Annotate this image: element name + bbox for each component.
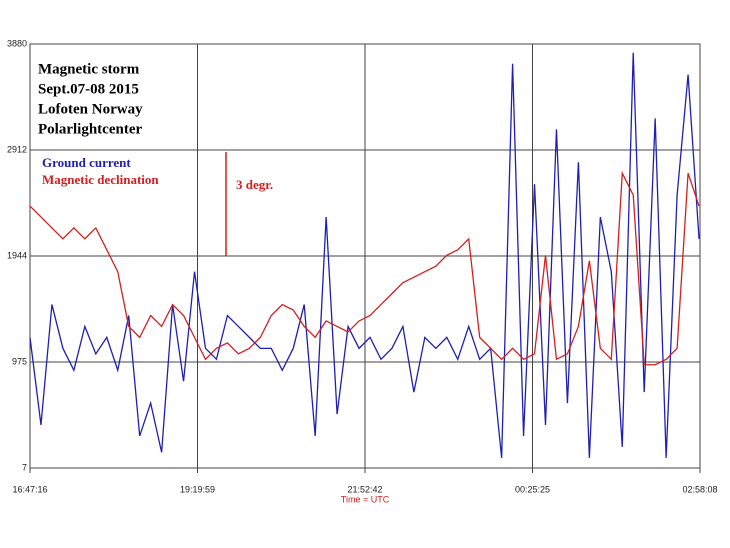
series-line [29,52,700,458]
x-tick-label: 21:52:42 [347,484,382,494]
chart-title: Sept.07-08 2015 [38,81,139,97]
legend-entry: Magnetic declination [42,172,159,187]
chart-title: Magnetic storm [38,61,140,77]
x-tick-label: 00:25:25 [515,484,550,494]
chart-title: Lofoten Norway [38,101,143,117]
x-axis-label: Time = UTC [341,494,390,504]
y-tick-label: 1944 [7,250,27,260]
y-tick-label: 3880 [7,38,27,48]
y-tick-label: 7 [22,462,27,472]
x-tick-label: 16:47:16 [12,484,47,494]
x-tick-label: 02:58:08 [682,484,717,494]
chart-title: Polarlightcenter [38,121,142,137]
x-tick-label: 19:19:59 [180,484,215,494]
series-line [29,170,700,366]
annotation: 3 degr. [236,177,273,192]
y-tick-label: 975 [12,356,27,366]
legend-entry: Ground current [42,155,131,170]
y-tick-label: 2912 [7,144,27,154]
